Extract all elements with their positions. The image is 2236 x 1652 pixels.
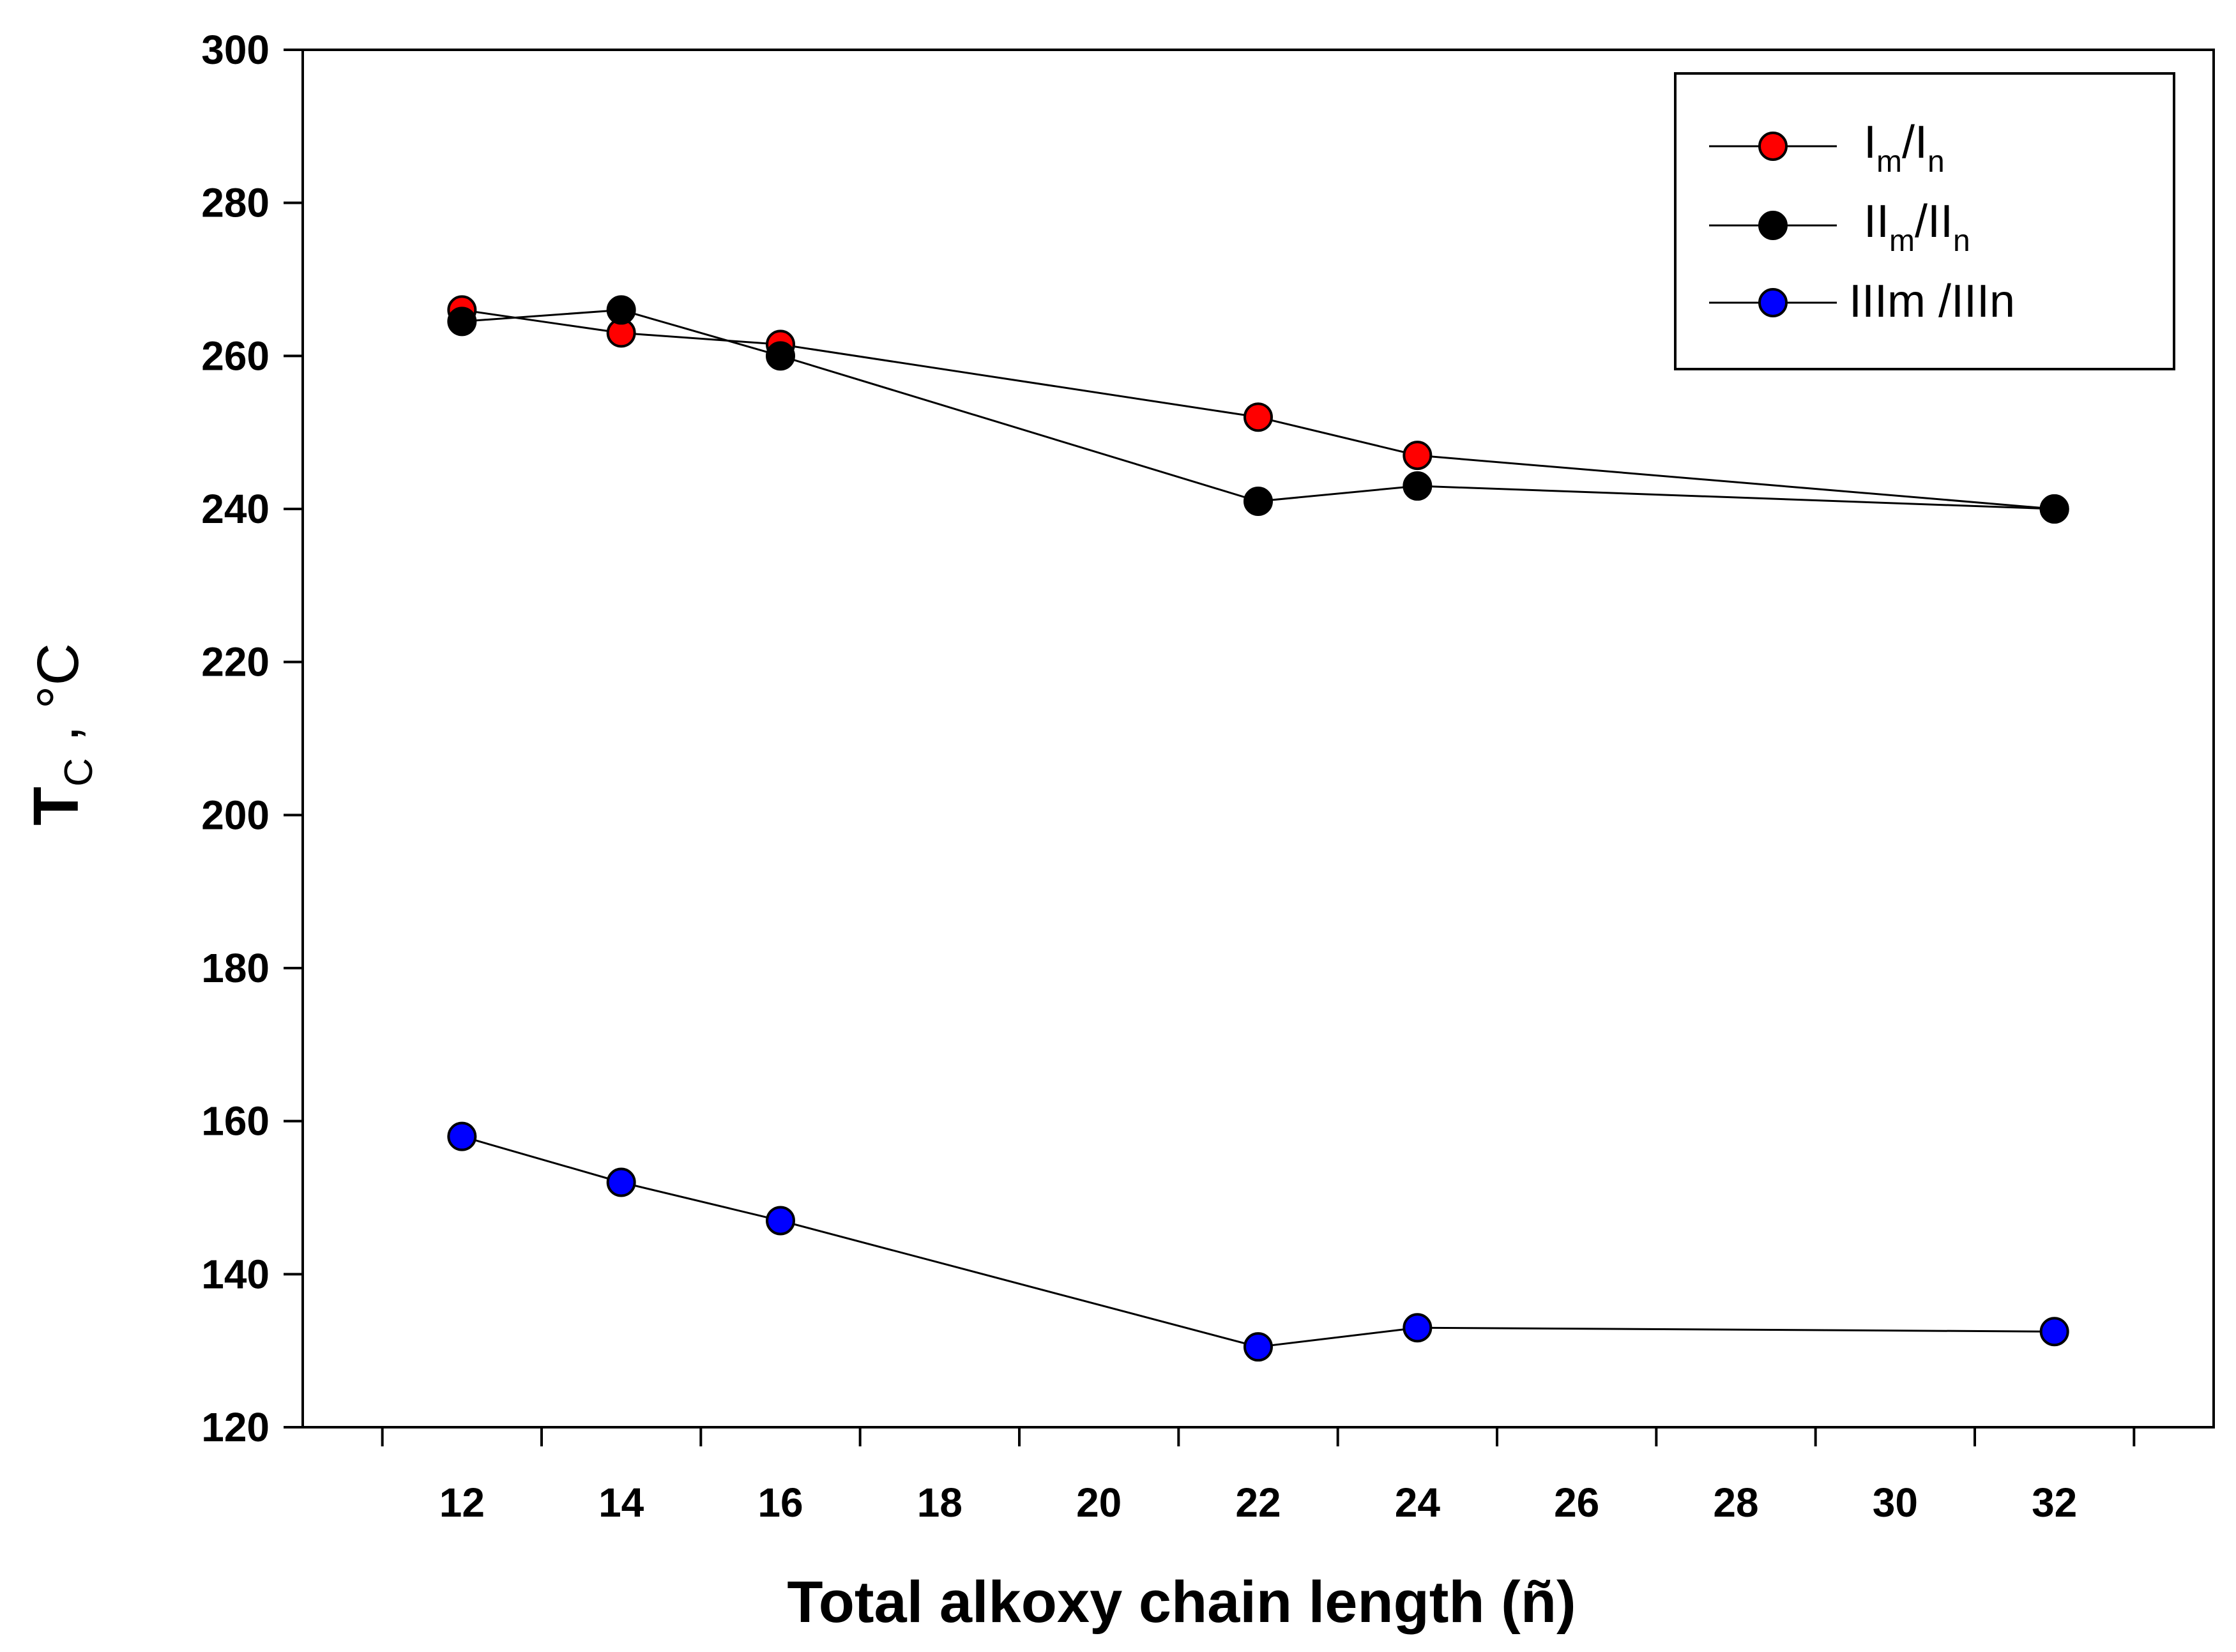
series-2-point	[2039, 494, 2069, 524]
legend-label-series-2-d: n	[1953, 224, 1970, 258]
legend-marker-series-1	[1758, 132, 1788, 161]
legend-box	[1674, 72, 2175, 370]
y-tick-label: 220	[201, 639, 270, 685]
series-3-point	[2039, 1317, 2069, 1347]
legend-label-series-2-c: /II	[1915, 196, 1953, 247]
x-tick-label: 26	[1554, 1480, 1599, 1526]
legend-marker-series-2	[1758, 211, 1788, 240]
legend-label-series-3: IIIm /IIIn	[1849, 276, 2015, 327]
x-tick-label: 14	[598, 1480, 644, 1526]
x-tick-label: 18	[917, 1480, 962, 1526]
series-line-1	[462, 308, 2055, 510]
series-2-point	[1403, 471, 1433, 501]
y-tick-label: 260	[201, 333, 270, 379]
legend-label-series-1-c: /I	[1902, 117, 1928, 168]
x-axis-title: Total alkoxy chain length (ñ)	[787, 1570, 1576, 1635]
y-tick-label: 200	[201, 792, 270, 838]
legend-label-series-2-b: m	[1889, 224, 1915, 258]
series-line-2	[462, 308, 2055, 510]
x-tick-label: 12	[439, 1480, 485, 1526]
x-axis: 12 14 16 18 20 22 24 26 28 30 32	[381, 1427, 2136, 1526]
x-tick-label: 20	[1076, 1480, 1122, 1526]
legend: Im/In IIm/IIn IIIm /IIIn	[1674, 72, 2175, 370]
legend-label-series-2-a: II	[1864, 196, 1889, 247]
series-1-point	[1243, 402, 1273, 432]
legend-label-series-1-d: n	[1928, 145, 1945, 179]
y-axis-title-sub: C	[57, 758, 101, 787]
y-axis-title-main: T	[20, 787, 92, 826]
legend-item-series-1: Im/In	[1709, 117, 1945, 179]
legend-label-series-1-b: m	[1876, 145, 1902, 179]
series-1-point	[1403, 441, 1433, 471]
legend-label-series-2: IIm/IIn	[1864, 196, 1970, 258]
y-axis: 120 140 160 180 200 220 240 260 280 300	[201, 27, 303, 1450]
series-2-point	[447, 307, 477, 337]
series-line-3	[461, 1135, 2055, 1348]
series-2-point	[606, 295, 636, 325]
plot-frame	[301, 49, 2215, 1428]
y-tick-label: 180	[201, 945, 270, 991]
x-tick-label: 30	[1873, 1480, 1918, 1526]
legend-item-series-3: IIIm /IIIn	[1709, 276, 2015, 327]
x-tick-label: 24	[1395, 1480, 1441, 1526]
legend-item-series-2: IIm/IIn	[1709, 196, 1970, 258]
legend-label-series-1-a: I	[1864, 117, 1876, 168]
svg-text:TC , °C: TC , °C	[20, 643, 101, 826]
x-tick-label: 28	[1713, 1480, 1758, 1526]
series-3-point	[1243, 1332, 1273, 1362]
x-tick-label: 32	[2032, 1480, 2077, 1526]
y-tick-label: 300	[201, 27, 270, 73]
x-tick-label: 16	[757, 1480, 803, 1526]
y-tick-label: 140	[201, 1251, 270, 1297]
x-tick-label: 22	[1235, 1480, 1281, 1526]
y-tick-label: 280	[201, 180, 270, 226]
series-3-point	[447, 1121, 477, 1151]
y-tick-label: 240	[201, 486, 270, 532]
series-2-point	[1243, 487, 1273, 517]
series-2-point	[766, 341, 795, 371]
series-layer	[447, 295, 2069, 1362]
y-axis-title-tail: , °C	[26, 643, 91, 758]
legend-label-series-1: Im/In	[1864, 117, 1945, 179]
legend-marker-series-3	[1758, 288, 1788, 317]
y-tick-label: 160	[201, 1098, 270, 1144]
y-tick-label: 120	[201, 1404, 270, 1450]
series-3-point	[1403, 1313, 1433, 1343]
series-3-point	[766, 1206, 795, 1236]
y-axis-title: TC , °C	[20, 643, 101, 826]
series-3-point	[606, 1167, 636, 1197]
